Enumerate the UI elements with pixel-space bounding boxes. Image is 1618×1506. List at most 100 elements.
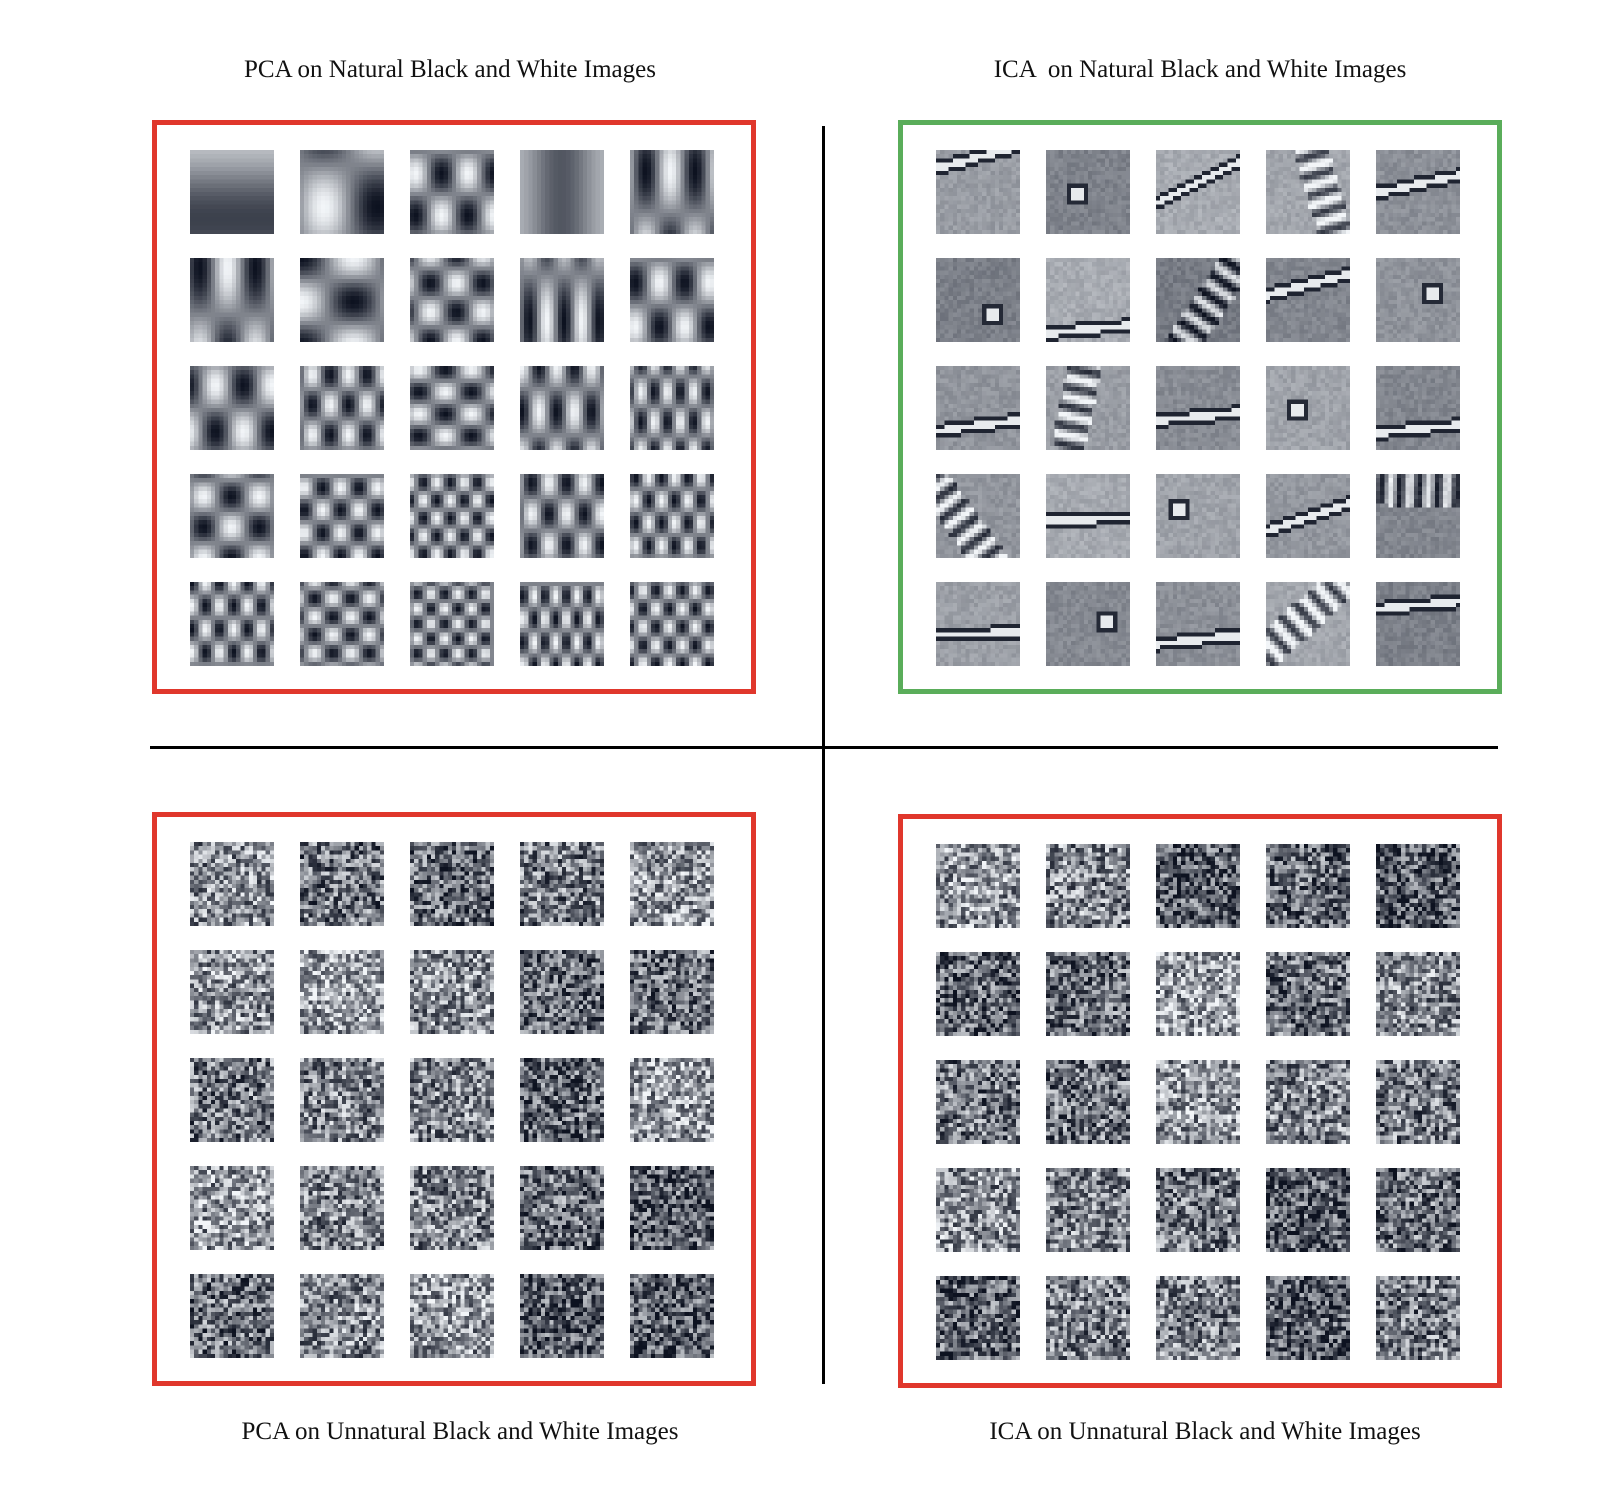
filter-tile bbox=[1376, 150, 1460, 234]
filter-tile bbox=[1046, 1276, 1130, 1360]
filter-tile bbox=[936, 582, 1020, 666]
filter-tile bbox=[520, 1058, 604, 1142]
filter-tile bbox=[410, 842, 494, 926]
filter-tile bbox=[1046, 1168, 1130, 1252]
filter-tile bbox=[1156, 366, 1240, 450]
filter-tile bbox=[190, 1274, 274, 1358]
filter-tile bbox=[520, 366, 604, 450]
filter-tile bbox=[520, 474, 604, 558]
filter-tile bbox=[300, 1058, 384, 1142]
filter-tile bbox=[1266, 366, 1350, 450]
filter-tile bbox=[1156, 952, 1240, 1036]
filter-tile bbox=[630, 842, 714, 926]
filter-tile bbox=[300, 582, 384, 666]
filter-tile bbox=[1266, 1060, 1350, 1144]
filter-tile bbox=[410, 474, 494, 558]
title-ica-natural: ICA on Natural Black and White Images bbox=[993, 56, 1407, 83]
filter-tile bbox=[1046, 844, 1130, 928]
filter-tile bbox=[1046, 150, 1130, 234]
filter-tile bbox=[190, 582, 274, 666]
filter-tile bbox=[410, 258, 494, 342]
filter-tile bbox=[1046, 366, 1130, 450]
filter-tile bbox=[1266, 150, 1350, 234]
filter-tile bbox=[300, 366, 384, 450]
filter-tile bbox=[1156, 582, 1240, 666]
filter-tile bbox=[630, 1274, 714, 1358]
filter-tile bbox=[520, 842, 604, 926]
filter-tile bbox=[1046, 258, 1130, 342]
filter-tile bbox=[190, 366, 274, 450]
panel-pca-natural bbox=[152, 120, 756, 694]
filter-tile bbox=[1266, 1276, 1350, 1360]
filter-tile bbox=[1046, 1060, 1130, 1144]
filter-tile bbox=[936, 366, 1020, 450]
filter-tile bbox=[300, 474, 384, 558]
filter-tile bbox=[630, 1058, 714, 1142]
filter-tile bbox=[630, 950, 714, 1034]
title-pca-natural: PCA on Natural Black and White Images bbox=[244, 56, 656, 83]
filter-tile bbox=[936, 474, 1020, 558]
filter-tile bbox=[1376, 258, 1460, 342]
filter-tile bbox=[190, 842, 274, 926]
filter-tile bbox=[410, 1274, 494, 1358]
title-pca-unnatural: PCA on Unnatural Black and White Images bbox=[241, 1418, 679, 1445]
filter-tile bbox=[1266, 474, 1350, 558]
tile-grid bbox=[190, 150, 714, 666]
filter-tile bbox=[300, 1166, 384, 1250]
filter-tile bbox=[190, 474, 274, 558]
filter-tile bbox=[190, 950, 274, 1034]
filter-tile bbox=[936, 1060, 1020, 1144]
filter-tile bbox=[1156, 1276, 1240, 1360]
filter-tile bbox=[520, 1274, 604, 1358]
filter-tile bbox=[410, 1058, 494, 1142]
filter-tile bbox=[520, 1166, 604, 1250]
horizontal-divider bbox=[150, 746, 1498, 749]
filter-tile bbox=[1376, 366, 1460, 450]
filter-tile bbox=[1266, 582, 1350, 666]
filter-tile bbox=[630, 474, 714, 558]
filter-tile bbox=[1156, 844, 1240, 928]
filter-tile bbox=[1156, 1168, 1240, 1252]
filter-tile bbox=[410, 150, 494, 234]
filter-tile bbox=[936, 150, 1020, 234]
tile-grid bbox=[936, 844, 1460, 1360]
vertical-divider bbox=[822, 126, 825, 1384]
filter-tile bbox=[1266, 952, 1350, 1036]
filter-tile bbox=[1156, 258, 1240, 342]
filter-tile bbox=[1046, 582, 1130, 666]
filter-tile bbox=[410, 1166, 494, 1250]
filter-tile bbox=[520, 950, 604, 1034]
filter-tile bbox=[1376, 582, 1460, 666]
title-ica-unnatural: ICA on Unnatural Black and White Images bbox=[989, 1418, 1421, 1445]
filter-tile bbox=[300, 842, 384, 926]
filter-tile bbox=[190, 1166, 274, 1250]
filter-tile bbox=[936, 1276, 1020, 1360]
filter-tile bbox=[190, 150, 274, 234]
filter-tile bbox=[1156, 150, 1240, 234]
panel-pca-unnatural bbox=[152, 812, 756, 1386]
filter-tile bbox=[1266, 1168, 1350, 1252]
filter-tile bbox=[630, 258, 714, 342]
filter-tile bbox=[300, 1274, 384, 1358]
filter-tile bbox=[190, 258, 274, 342]
filter-tile bbox=[630, 150, 714, 234]
filter-tile bbox=[1046, 952, 1130, 1036]
filter-tile bbox=[936, 1168, 1020, 1252]
filter-tile bbox=[520, 582, 604, 666]
filter-tile bbox=[936, 258, 1020, 342]
filter-tile bbox=[1376, 952, 1460, 1036]
filter-tile bbox=[300, 258, 384, 342]
filter-tile bbox=[520, 258, 604, 342]
filter-tile bbox=[1376, 474, 1460, 558]
panel-ica-natural bbox=[898, 120, 1502, 694]
filter-tile bbox=[410, 950, 494, 1034]
filter-tile bbox=[936, 952, 1020, 1036]
filter-tile bbox=[520, 150, 604, 234]
filter-tile bbox=[1156, 474, 1240, 558]
filter-tile bbox=[1376, 1168, 1460, 1252]
filter-tile bbox=[190, 1058, 274, 1142]
filter-tile bbox=[630, 582, 714, 666]
filter-tile bbox=[630, 1166, 714, 1250]
filter-tile bbox=[1376, 1060, 1460, 1144]
filter-tile bbox=[410, 366, 494, 450]
